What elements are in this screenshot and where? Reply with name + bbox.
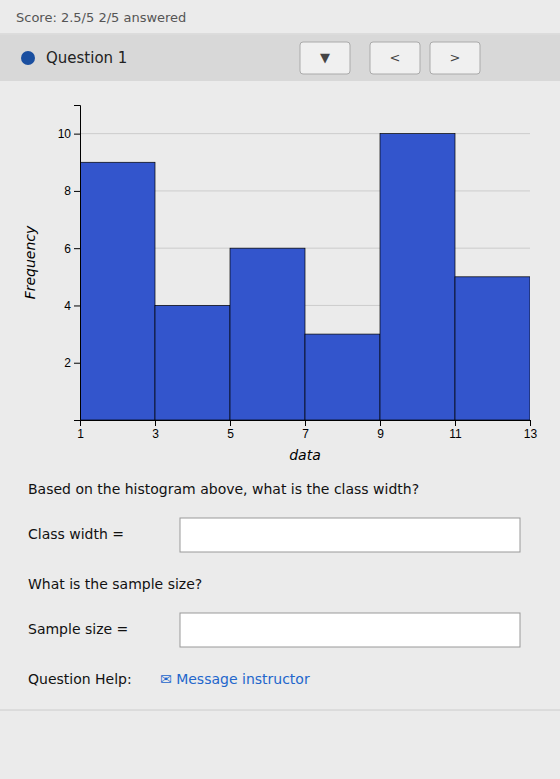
x-tick-label: 7 (302, 427, 309, 441)
question-bar (0, 35, 560, 81)
nav-button-label[interactable]: ▼ (320, 50, 330, 65)
y-tick: 10 (58, 127, 80, 141)
nav-button[interactable] (300, 42, 350, 74)
y-axis-label: Frequency (22, 225, 38, 299)
message-link[interactable]: ✉ Message instructor (160, 671, 310, 687)
y-tick-label: 6 (64, 242, 71, 256)
y-tick-mark (74, 191, 80, 192)
input-box[interactable] (180, 518, 520, 552)
class-width-label: Class width = (28, 526, 124, 542)
y-tick-label: 4 (64, 299, 71, 313)
y-axis-line (74, 106, 81, 421)
x-tick: 5 (227, 420, 234, 441)
bar (305, 334, 380, 420)
bar (80, 162, 155, 420)
x-tick: 9 (377, 420, 384, 441)
x-tick: 11 (449, 420, 462, 441)
question-dot (21, 51, 35, 65)
bar (155, 305, 230, 420)
x-tick: 7 (302, 420, 309, 441)
grid-line (80, 133, 530, 134)
sample-size-question: What is the sample size? (28, 576, 202, 592)
x-axis-label: data (289, 447, 321, 463)
bar (455, 277, 530, 420)
x-tick-mark (155, 420, 156, 426)
x-tick-mark (380, 420, 381, 426)
y-tick-label: 10 (58, 127, 72, 141)
y-tick-label: 2 (64, 356, 71, 370)
y-tick: 6 (64, 242, 80, 256)
sample-size-label: Sample size = (28, 621, 128, 637)
x-tick-label: 1 (77, 427, 84, 441)
y-tick: 2 (64, 356, 80, 370)
question-title: Question 1 (46, 49, 127, 67)
input-box[interactable] (180, 613, 520, 647)
x-tick-mark (305, 420, 306, 426)
help-label: Question Help: (28, 671, 132, 687)
y-tick-mark (74, 248, 80, 249)
y-tick: 8 (64, 184, 80, 198)
separator (0, 710, 560, 711)
x-tick-mark (455, 420, 456, 426)
nav-button[interactable] (370, 42, 420, 74)
page: Score: 2.5/5 2/5 answeredQuestion 1▼<>13… (0, 0, 560, 779)
y-tick-mark (74, 305, 80, 306)
x-axis: 135791113 (77, 420, 537, 441)
x-tick-mark (530, 420, 531, 426)
bar (230, 248, 305, 420)
y-tick-mark (74, 134, 80, 135)
question-body: Based on the histogram above, what is th… (28, 481, 419, 497)
nav-button[interactable] (430, 42, 480, 74)
x-tick-mark (230, 420, 231, 426)
x-tick-label: 11 (449, 427, 462, 441)
x-tick-label: 3 (152, 427, 159, 441)
x-tick: 13 (524, 420, 538, 441)
x-tick: 1 (77, 420, 84, 441)
bar (380, 134, 455, 420)
y-axis: 2 4 6 8 10 (58, 106, 81, 421)
x-tick-label: 5 (227, 427, 234, 441)
y-tick-mark (74, 363, 80, 364)
x-axis-line (81, 421, 531, 427)
y-tick-label: 8 (64, 184, 71, 198)
x-tick: 3 (152, 420, 159, 441)
nav-button-label[interactable]: > (450, 50, 461, 65)
x-tick-label: 9 (377, 427, 384, 441)
x-tick-label: 13 (524, 427, 538, 441)
bars (80, 134, 530, 420)
separator (0, 34, 560, 35)
score-text: Score: 2.5/5 2/5 answered (16, 10, 186, 25)
y-tick: 4 (64, 299, 80, 313)
nav-button-label[interactable]: < (390, 50, 401, 65)
